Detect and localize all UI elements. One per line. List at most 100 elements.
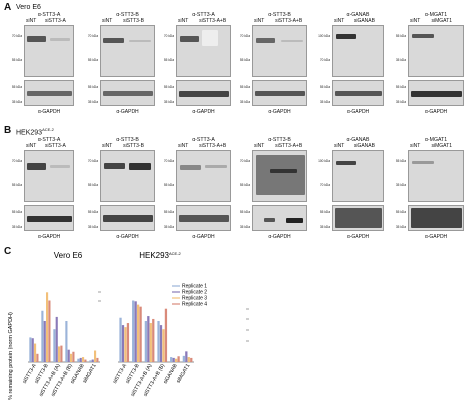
bar-VeroE6-2-2 — [58, 346, 61, 362]
lane-label-2: siSTT3-A+B — [199, 18, 227, 24]
bar-HEK293-4-0 — [170, 357, 173, 362]
protein-band — [27, 36, 46, 42]
gapdh-band — [411, 208, 462, 228]
bar-VeroE6-1-1 — [43, 321, 46, 362]
bar-VeroE6-3-2 — [70, 353, 73, 362]
gapdh-blot-image — [176, 205, 231, 231]
marker-bottom-1: 55 kDa — [87, 85, 98, 89]
protein-band — [50, 165, 70, 168]
panel-b-cell-line-name: HEK293 — [16, 129, 43, 137]
marker-top-1: 70 kDa — [11, 34, 22, 38]
marker-top-1: 70 kDa — [87, 159, 98, 163]
bar-HEK293-3-0 — [157, 321, 160, 362]
bar-HEK293-5-0 — [182, 355, 185, 362]
bar-HEK293-0-3 — [126, 323, 130, 362]
blot-target: α-STT3-B — [268, 12, 291, 18]
marker-bottom-1: 55 kDa — [163, 85, 174, 89]
bar-VeroE6-2-3 — [60, 345, 63, 362]
bar-HEK293-2-3 — [152, 318, 155, 362]
bar-HEK293-4-2 — [175, 358, 178, 362]
bar-HEK293-4-3 — [177, 356, 180, 362]
legend-label-0: Replicate 1 — [182, 284, 207, 290]
bar-VeroE6-0-3 — [36, 353, 39, 362]
marker-bottom-1: 55 kDa — [239, 210, 250, 214]
bar-HEK293-2-0 — [144, 321, 147, 362]
marker-bottom-2: 35 kDa — [87, 100, 98, 104]
lane-label-1: siNT — [178, 18, 189, 24]
marker-bottom-1: 55 kDa — [395, 85, 406, 89]
marker-bottom-2: 35 kDa — [11, 225, 22, 229]
marker-bottom-2: 35 kDa — [87, 225, 98, 229]
bar-VeroE6-3-3 — [72, 351, 75, 362]
bar-HEK293-4-1 — [172, 357, 175, 362]
bar-HEK293-0-2 — [124, 327, 127, 362]
loading-control-label: α-GAPDH — [346, 234, 370, 240]
marker-top-2: 55 kDa — [239, 58, 250, 62]
protein-band — [255, 38, 275, 43]
marker-top-1: 55 kDa — [395, 34, 406, 38]
marker-bottom-1: 55 kDa — [87, 210, 98, 214]
target-blot-image — [332, 150, 384, 202]
bar-VeroE6-0-1 — [31, 338, 34, 362]
protein-band — [50, 38, 70, 41]
marker-bottom-2: 35 kDa — [395, 225, 406, 229]
bar-HEK293-2-2 — [149, 323, 152, 362]
blot-1: α-STT3-B siNT siSTT3-B 70 kDa 55 kDa 55 … — [80, 12, 157, 122]
marker-top-2: 70 kDa — [319, 58, 330, 62]
gapdh-band — [103, 215, 153, 222]
loading-control-label: α-GAPDH — [37, 109, 61, 115]
bar-HEK293-0-0 — [119, 317, 122, 362]
protein-band — [204, 165, 227, 168]
blot-target: α-STT3-B — [268, 137, 291, 143]
lane-label-2: siSTT3-A — [45, 143, 66, 149]
lane-label-1: siNT — [102, 18, 113, 24]
lane-label-1: siNT — [334, 143, 345, 149]
protein-band — [103, 38, 125, 43]
panel-a-letter: A — [4, 2, 12, 13]
lane-label-2: siSTT3-A+B — [275, 18, 303, 24]
gapdh-blot-image — [176, 80, 231, 106]
group-title-1: HEK293ACE-2 — [139, 251, 181, 260]
protein-band — [335, 161, 357, 165]
protein-band — [280, 40, 303, 42]
bar-VeroE6-2-1 — [55, 316, 58, 362]
blot-0: α-STT3-A siNT siSTT3-A 70 kDa 55 kDa 55 … — [4, 137, 76, 247]
bar-VeroE6-0-0 — [29, 337, 32, 362]
target-blot-image — [176, 150, 231, 202]
marker-bottom-2: 35 kDa — [395, 100, 406, 104]
protein-band — [411, 161, 435, 164]
bar-HEK293-5-2 — [187, 357, 190, 362]
gapdh-band — [179, 215, 229, 222]
lane-label-2: siSTT3-A+B — [199, 143, 227, 149]
gapdh-blot-image — [408, 205, 464, 231]
bar-VeroE6-4-2 — [82, 357, 85, 362]
protein-band — [269, 169, 297, 173]
bar-VeroE6-3-0 — [65, 321, 68, 362]
gapdh-blot-image — [332, 205, 384, 231]
protein-band — [411, 34, 435, 38]
gapdh-blot-image — [252, 205, 307, 231]
marker-bottom-1: 55 kDa — [395, 210, 406, 214]
bar-VeroE6-4-3 — [84, 359, 87, 362]
blot-target: α-GANAB — [346, 12, 370, 18]
protein-band — [128, 40, 151, 42]
marker-top-1: 70 kDa — [239, 159, 250, 163]
gapdh-band — [103, 91, 153, 96]
loading-control-label: α-GAPDH — [192, 109, 215, 115]
bar-VeroE6-5-3 — [96, 357, 99, 362]
loading-control-label: α-GAPDH — [268, 109, 291, 115]
blot-5: α-MGAT1 siNT siMGAT1 55 kDa 35 kDa 55 kD… — [388, 137, 466, 247]
bar-VeroE6-4-0 — [77, 358, 80, 362]
bar-VeroE6-1-0 — [41, 310, 44, 362]
lane-label-2: siGANAB — [353, 18, 375, 24]
target-blot-image — [24, 150, 74, 202]
marker-bottom-1: 55 kDa — [239, 85, 250, 89]
lane-label-1: siNT — [410, 143, 421, 149]
marker-top-2: 35 kDa — [395, 183, 406, 187]
marker-bottom-1: 55 kDa — [319, 85, 330, 89]
marker-top-1: 70 kDa — [87, 34, 98, 38]
lane-label-2: siSTT3-B — [123, 143, 144, 149]
group-title-name: HEK293 — [139, 251, 169, 260]
target-blot-image — [408, 150, 464, 202]
gapdh-blot-image — [24, 205, 74, 231]
